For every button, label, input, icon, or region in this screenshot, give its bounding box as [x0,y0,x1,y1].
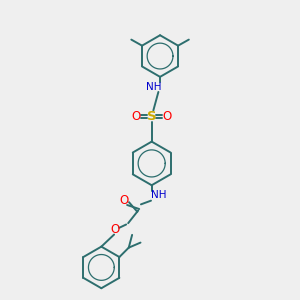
Text: O: O [132,110,141,123]
Text: O: O [119,194,129,208]
Text: NH: NH [146,82,162,92]
Text: O: O [163,110,172,123]
Text: S: S [147,110,157,123]
Text: NH: NH [151,190,166,200]
Text: O: O [110,224,119,236]
